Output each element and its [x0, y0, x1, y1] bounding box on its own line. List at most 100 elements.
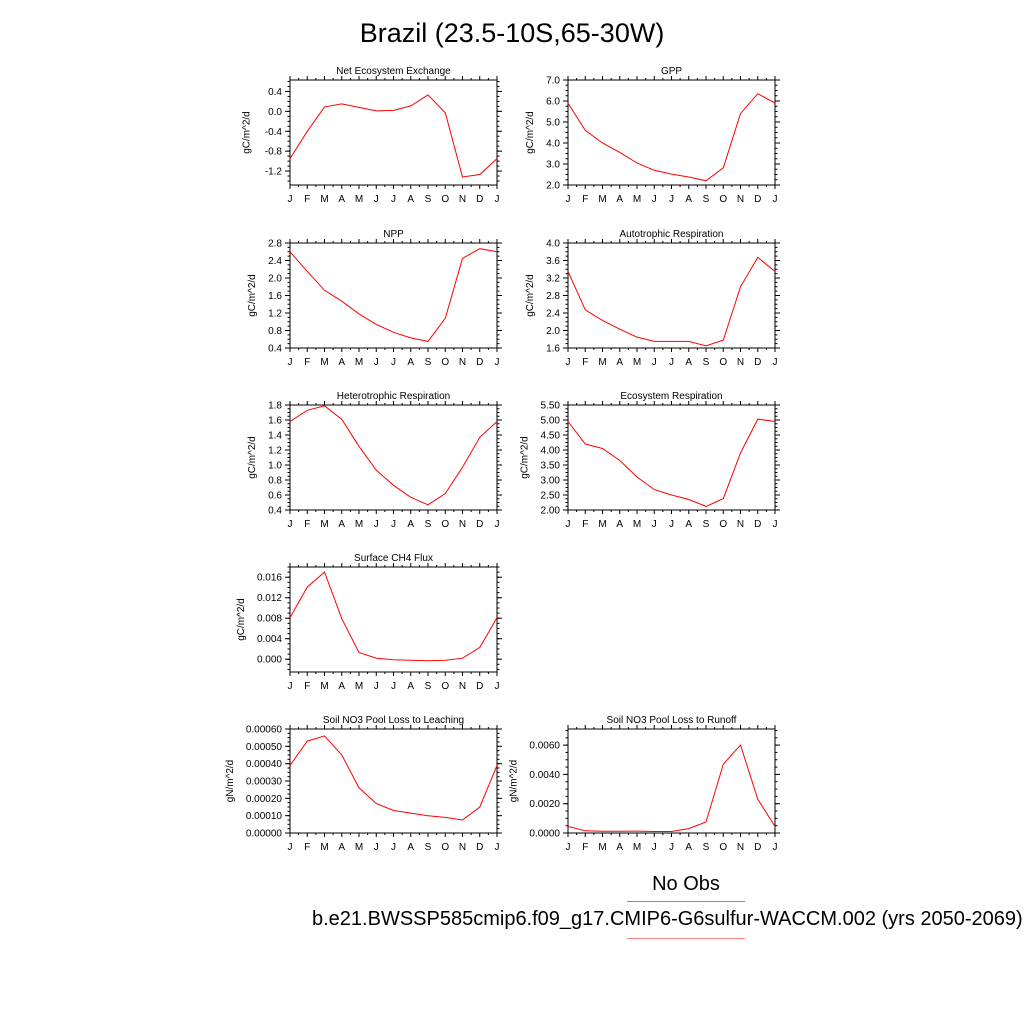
x-tick-label: O: [719, 519, 727, 530]
y-axis-label: gC/m^2/d: [247, 274, 258, 317]
x-tick-label: M: [633, 519, 641, 530]
x-tick-label: M: [598, 357, 606, 368]
x-tick-label: A: [338, 681, 345, 692]
y-tick-label: 1.6: [268, 291, 282, 302]
x-tick-label: N: [737, 194, 744, 205]
y-tick-label: 0.6: [268, 491, 282, 502]
x-tick-label: F: [304, 842, 310, 853]
y-tick-label: -0.4: [265, 127, 283, 138]
x-tick-label: J: [773, 357, 778, 368]
x-tick-label: S: [425, 357, 432, 368]
y-tick-label: 0.0020: [529, 799, 560, 810]
plot-frame: [289, 79, 498, 186]
y-tick-label: 5.00: [541, 416, 561, 427]
x-tick-label: J: [773, 519, 778, 530]
x-tick-label: J: [374, 842, 379, 853]
x-tick-label: D: [754, 519, 761, 530]
x-tick-label: J: [391, 194, 396, 205]
x-tick-label: A: [338, 194, 345, 205]
y-tick-label: 0.00050: [246, 742, 283, 753]
y-tick-label: 0.00060: [246, 725, 283, 736]
y-tick-label: 6.0: [546, 97, 560, 108]
panel-title: Heterotrophic Respiration: [337, 391, 450, 402]
x-tick-label: A: [407, 681, 414, 692]
y-tick-label: 4.0: [546, 139, 560, 150]
series-line: [289, 735, 498, 821]
y-tick-label: 0.000: [257, 655, 282, 666]
x-tick-label: J: [566, 357, 571, 368]
y-axis-label: gC/m^2/d: [242, 111, 253, 154]
x-tick-label: J: [773, 194, 778, 205]
x-tick-label: A: [338, 357, 345, 368]
x-tick-label: S: [425, 842, 432, 853]
y-tick-label: 0.012: [257, 593, 282, 604]
x-tick-label: N: [459, 842, 466, 853]
x-tick-label: M: [355, 519, 363, 530]
y-tick-label: 1.6: [268, 416, 282, 427]
series-line: [567, 256, 776, 347]
y-tick-label: 2.8: [546, 291, 560, 302]
panel-title: Soil NO3 Pool Loss to Leaching: [323, 715, 464, 726]
x-tick-label: N: [459, 681, 466, 692]
y-tick-label: 0.00040: [246, 759, 283, 770]
y-tick-label: 0.016: [257, 573, 282, 584]
x-tick-label: A: [616, 842, 623, 853]
y-tick-label: 0.00000: [246, 829, 283, 840]
y-axis-label: gC/m^2/d: [525, 274, 536, 317]
x-tick-label: N: [459, 357, 466, 368]
panel-title: NPP: [383, 229, 404, 240]
x-tick-label: J: [495, 681, 500, 692]
x-tick-label: S: [703, 842, 710, 853]
x-tick-label: J: [652, 357, 657, 368]
x-tick-label: O: [719, 357, 727, 368]
x-tick-label: J: [374, 194, 379, 205]
y-tick-label: 0.0: [268, 107, 282, 118]
y-tick-label: 1.2: [268, 309, 282, 320]
y-tick-label: 1.0: [268, 461, 282, 472]
x-tick-label: J: [495, 519, 500, 530]
x-tick-label: J: [773, 842, 778, 853]
y-tick-label: 0.8: [268, 476, 282, 487]
x-tick-label: A: [407, 519, 414, 530]
x-tick-label: O: [441, 519, 449, 530]
y-tick-label: 0.004: [257, 634, 282, 645]
x-tick-label: J: [374, 681, 379, 692]
y-tick-label: 5.0: [546, 118, 560, 129]
y-tick-label: 0.4: [268, 506, 282, 517]
plot-frame: [567, 404, 776, 511]
y-tick-label: 7.0: [546, 76, 560, 87]
x-tick-label: J: [566, 194, 571, 205]
x-tick-label: D: [476, 357, 483, 368]
y-tick-label: -0.8: [265, 147, 283, 158]
x-tick-label: J: [669, 357, 674, 368]
x-tick-label: O: [441, 357, 449, 368]
y-tick-label: 0.00010: [246, 811, 283, 822]
x-tick-label: J: [566, 842, 571, 853]
x-tick-label: J: [566, 519, 571, 530]
panel-title: Surface CH4 Flux: [354, 553, 433, 564]
y-tick-label: 1.4: [268, 431, 282, 442]
x-tick-label: M: [320, 681, 328, 692]
y-tick-label: 0.00030: [246, 777, 283, 788]
y-tick-label: 3.6: [546, 256, 560, 267]
y-axis-label: gC/m^2/d: [247, 436, 258, 479]
x-tick-label: N: [737, 519, 744, 530]
y-tick-label: 1.6: [546, 344, 560, 355]
x-tick-label: D: [754, 842, 761, 853]
x-tick-label: M: [598, 519, 606, 530]
series-line: [289, 248, 498, 342]
y-tick-label: 3.00: [541, 476, 561, 487]
y-tick-label: 0.008: [257, 614, 282, 625]
x-tick-label: A: [685, 194, 692, 205]
x-tick-label: J: [391, 519, 396, 530]
x-tick-label: N: [737, 842, 744, 853]
x-tick-label: D: [476, 842, 483, 853]
x-tick-label: J: [374, 357, 379, 368]
legend-case-line: [627, 938, 745, 939]
x-tick-label: J: [288, 519, 293, 530]
x-tick-label: J: [391, 842, 396, 853]
